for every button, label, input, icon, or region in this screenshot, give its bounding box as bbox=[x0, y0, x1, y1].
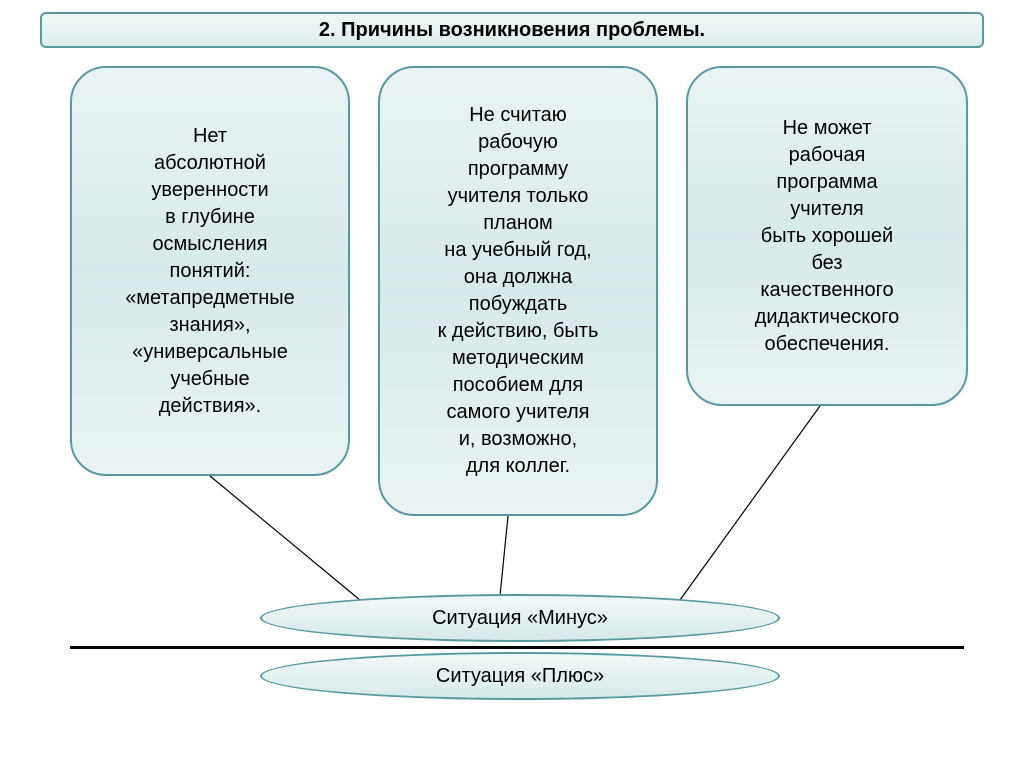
divider-line bbox=[70, 646, 964, 649]
situation-minus: Ситуация «Минус» bbox=[260, 594, 780, 642]
situation-plus-label: Ситуация «Плюс» bbox=[436, 665, 604, 688]
reason-card-1-text: Нетабсолютнойуверенностив глубинеосмысле… bbox=[90, 92, 330, 450]
connector-right bbox=[680, 406, 820, 600]
situation-minus-label: Ситуация «Минус» bbox=[432, 607, 608, 630]
title-bar: 2. Причины возникновения проблемы. bbox=[40, 12, 984, 48]
situation-plus: Ситуация «Плюс» bbox=[260, 652, 780, 700]
page-title: 2. Причины возникновения проблемы. bbox=[319, 19, 705, 42]
reason-card-2: Не считаюрабочуюпрограммуучителя толькоп… bbox=[378, 66, 658, 516]
reason-card-3-text: Не можетрабочаяпрограммаучителябыть хоро… bbox=[706, 92, 948, 380]
reason-card-1: Нетабсолютнойуверенностив глубинеосмысле… bbox=[70, 66, 350, 476]
reason-card-2-text: Не считаюрабочуюпрограммуучителя толькоп… bbox=[398, 92, 638, 490]
connector-mid bbox=[500, 516, 508, 596]
connector-left bbox=[210, 476, 360, 600]
reason-card-3: Не можетрабочаяпрограммаучителябыть хоро… bbox=[686, 66, 968, 406]
